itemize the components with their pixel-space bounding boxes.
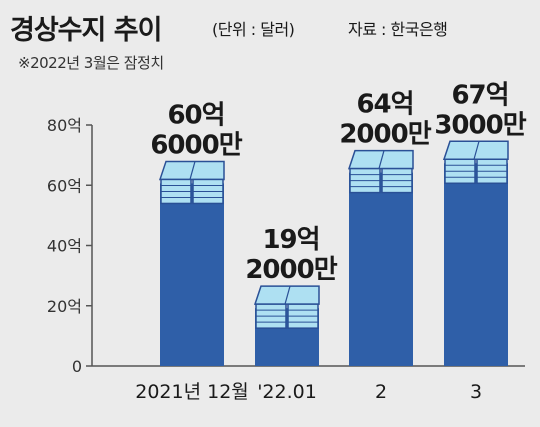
bar [253,285,320,366]
x-tick-label: 3 [470,381,482,403]
money-stack-icon [347,149,414,194]
money-stack-icon [253,285,320,329]
bar-body [444,163,508,366]
x-tick-label: 2 [375,381,387,403]
bar [442,140,509,366]
bar [347,149,414,366]
data-label-line: 6000만 [150,130,242,160]
data-label-line: 60억 [167,100,224,130]
bar [158,160,225,366]
y-tick-label: 20억 [47,297,82,316]
data-label-line: 64억 [356,90,413,120]
axes: 0 20억 40억 60억 80억 2021년 12월 '22.01 2 3 [47,116,525,403]
data-label-line: 2000만 [245,255,337,285]
y-tick-label: 0 [72,357,82,376]
bar-body [160,183,224,366]
bar-body [349,172,413,366]
provisional-note: ※2022년 3월은 잠정치 [18,54,164,72]
y-tick-label: 80억 [47,116,82,135]
unit-label: (단위 : 달러) [212,20,295,39]
money-stack-icon [442,140,509,185]
money-stack-icon [158,160,225,205]
x-tick-label: 2021년 12월 [135,381,249,403]
data-label-line: 67억 [451,80,508,110]
y-tick-label: 60억 [47,176,82,195]
bars [158,140,509,366]
source-label: 자료 : 한국은행 [348,20,448,39]
data-label-line: 2000만 [339,120,431,150]
y-tick-label: 40억 [47,237,82,256]
chart-title: 경상수지 추이 [10,15,162,46]
data-label-line: 3000만 [434,110,526,140]
data-label-line: 19억 [262,225,319,255]
x-tick-label: '22.01 [257,381,317,403]
